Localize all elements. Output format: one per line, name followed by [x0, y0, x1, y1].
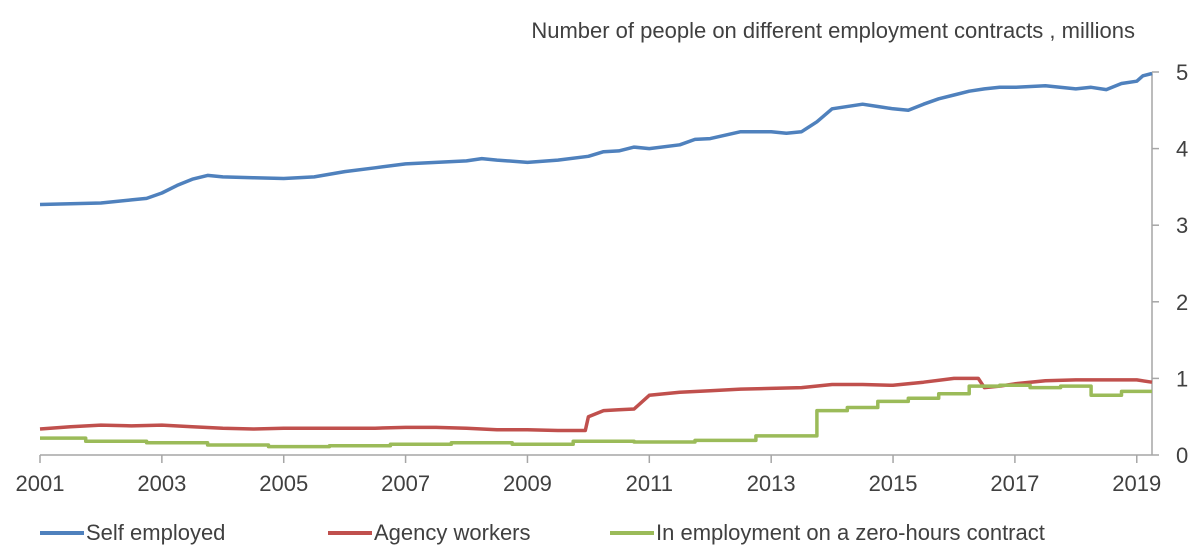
- x-tick-label: 2005: [259, 471, 308, 496]
- chart-axes: 2001 2003 2005 2007 2009 2011 2013 2015 2017 2019…: [16, 60, 1189, 496]
- chart-legend: Self employed Agency workers In employment…: [40, 520, 1045, 545]
- y-tick-label: 5: [1176, 60, 1188, 85]
- y-tick-label: 0: [1176, 443, 1188, 468]
- x-tick-label: 2007: [381, 471, 430, 496]
- legend-label: Agency workers: [374, 520, 531, 545]
- legend-label: In employment on a zero-hours contract: [656, 520, 1045, 545]
- x-tick-label: 2019: [1112, 471, 1161, 496]
- x-tick-label: 2017: [990, 471, 1039, 496]
- series-layer: [39, 71, 1153, 449]
- x-tick-label: 2013: [747, 471, 796, 496]
- legend-label: Self employed: [86, 520, 225, 545]
- y-tick-label: 4: [1176, 137, 1188, 162]
- series-line-1: [39, 71, 1153, 207]
- y-tick-label: 3: [1176, 213, 1188, 238]
- x-tick-label: 2009: [503, 471, 552, 496]
- chart-title: Number of people on different employment…: [531, 18, 1135, 43]
- x-tick-label: 2011: [626, 471, 673, 496]
- y-tick-label: 2: [1176, 290, 1188, 315]
- x-tick-label: 2003: [137, 471, 186, 496]
- y-tick-label: 1: [1176, 366, 1188, 391]
- series-line-3: [40, 383, 1152, 449]
- x-tick-label: 2015: [869, 471, 918, 496]
- x-tick-label: 2001: [16, 471, 65, 496]
